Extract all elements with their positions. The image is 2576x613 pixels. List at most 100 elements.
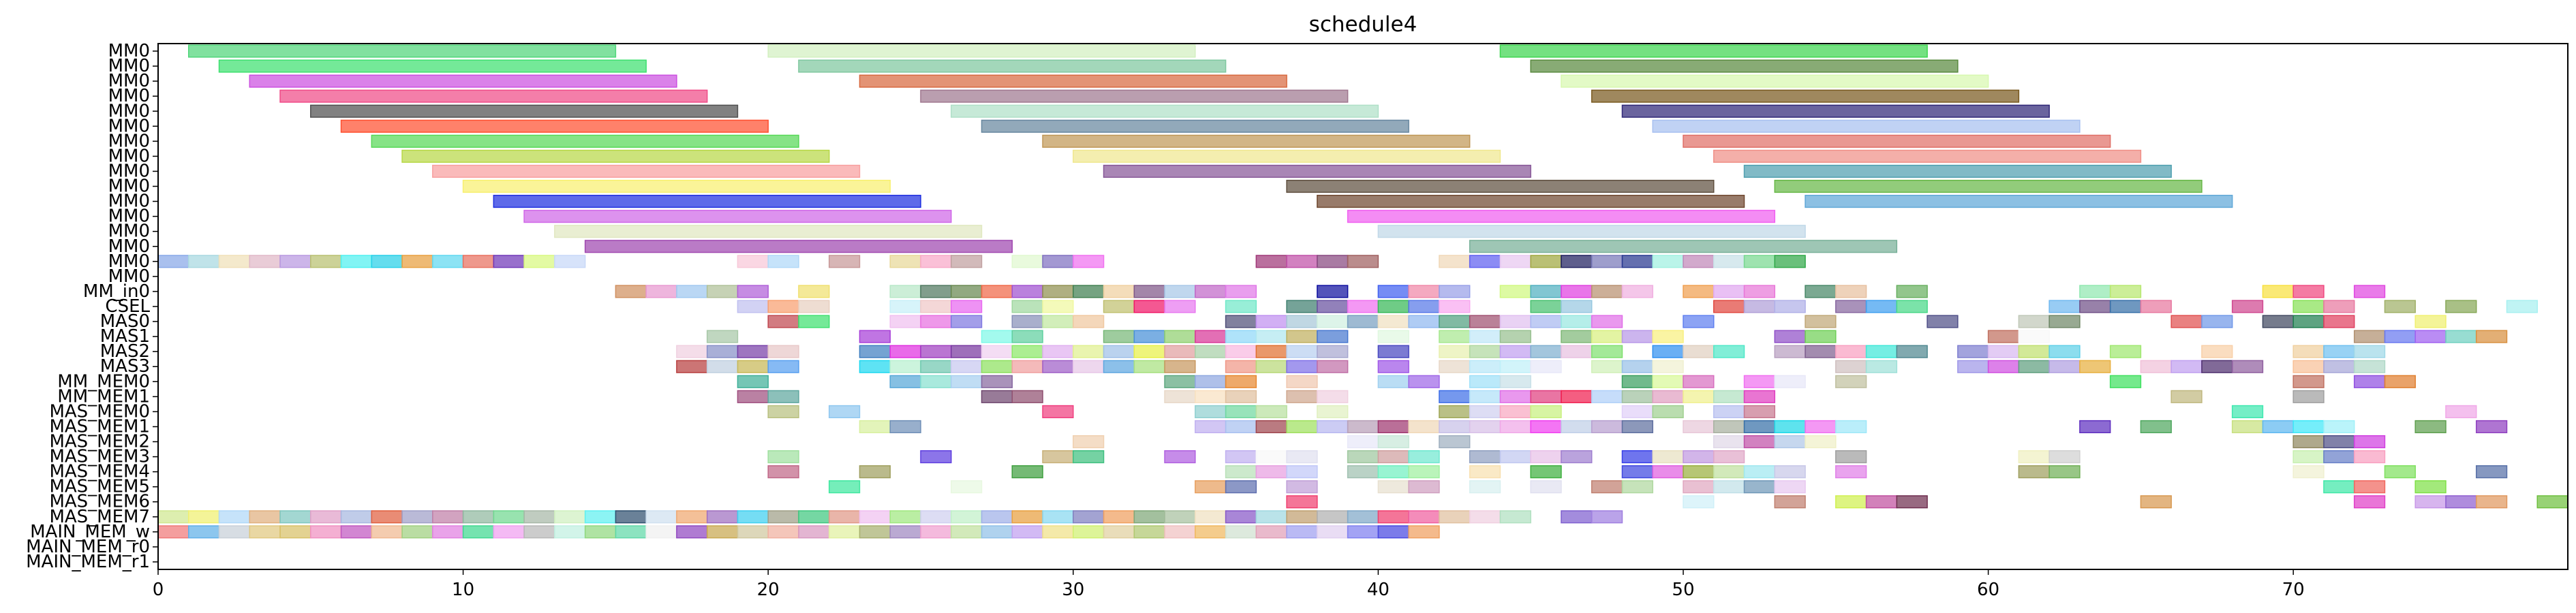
task-bar bbox=[737, 525, 769, 539]
task-bar bbox=[2140, 300, 2172, 313]
task-bar bbox=[1561, 510, 1593, 524]
task-bar bbox=[1225, 450, 1257, 464]
task-bar bbox=[2506, 300, 2538, 313]
task-bar bbox=[2201, 315, 2233, 328]
task-bar bbox=[2353, 495, 2386, 509]
task-bar bbox=[1317, 255, 1349, 268]
task-bar bbox=[584, 525, 617, 539]
task-bar bbox=[1347, 465, 1379, 479]
task-bar bbox=[1377, 435, 1409, 449]
task-bar bbox=[1377, 285, 1409, 298]
task-bar bbox=[1103, 525, 1135, 539]
task-bar bbox=[859, 510, 891, 524]
y-tick-label: MM0 bbox=[108, 71, 150, 91]
task-bar bbox=[2262, 315, 2294, 328]
task-bar bbox=[1743, 255, 1776, 268]
task-bar bbox=[1255, 420, 1287, 434]
task-bar bbox=[920, 345, 952, 358]
task-bar bbox=[981, 525, 1013, 539]
task-bar bbox=[1865, 360, 1898, 373]
task-bar bbox=[1073, 149, 1501, 163]
task-bar bbox=[1408, 465, 1440, 479]
task-bar bbox=[1469, 390, 1501, 403]
task-bar bbox=[2109, 300, 2142, 313]
task-bar bbox=[1347, 525, 1379, 539]
task-bar bbox=[676, 525, 708, 539]
y-tick-label: MAS_MEM2 bbox=[49, 432, 150, 452]
task-bar bbox=[2293, 300, 2325, 313]
task-bar bbox=[1835, 375, 1867, 388]
task-bar bbox=[1408, 375, 1440, 388]
task-bar bbox=[2353, 450, 2386, 464]
task-bar bbox=[737, 360, 769, 373]
task-bar bbox=[2171, 390, 2203, 403]
y-tick-label: MAS1 bbox=[100, 326, 150, 347]
task-bar bbox=[920, 315, 952, 328]
y-tick-label: MM_MEM0 bbox=[57, 371, 150, 392]
task-bar bbox=[1621, 255, 1653, 268]
task-bar bbox=[1835, 495, 1867, 509]
task-bar bbox=[1591, 345, 1623, 358]
task-bar bbox=[1865, 300, 1898, 313]
task-bar bbox=[1835, 360, 1867, 373]
task-bar bbox=[1439, 390, 1471, 403]
task-bar bbox=[2293, 285, 2325, 298]
task-bar bbox=[1621, 480, 1653, 494]
task-bar bbox=[1439, 285, 1471, 298]
task-bar bbox=[2231, 300, 2264, 313]
task-bar bbox=[2353, 285, 2386, 298]
task-bar bbox=[1683, 390, 1715, 403]
task-bar bbox=[1011, 255, 1043, 268]
task-bar bbox=[2201, 345, 2233, 358]
task-bar bbox=[1317, 360, 1349, 373]
task-bar bbox=[310, 104, 739, 118]
task-bar bbox=[2323, 300, 2355, 313]
task-bar bbox=[2414, 420, 2447, 434]
task-bar bbox=[554, 525, 586, 539]
task-bar bbox=[1255, 255, 1287, 268]
task-bar bbox=[1317, 330, 1349, 343]
task-bar bbox=[2323, 420, 2355, 434]
task-bar bbox=[1133, 525, 1165, 539]
task-bar bbox=[950, 345, 983, 358]
task-bar bbox=[859, 74, 1287, 88]
task-bar bbox=[2445, 300, 2477, 313]
task-bar bbox=[310, 255, 342, 268]
task-bar bbox=[462, 525, 495, 539]
task-bar bbox=[1011, 525, 1043, 539]
y-tick-label: MM0 bbox=[108, 101, 150, 121]
task-bar bbox=[1683, 450, 1715, 464]
task-bar bbox=[2079, 360, 2111, 373]
task-bar bbox=[1805, 315, 1837, 328]
task-bar bbox=[1439, 330, 1471, 343]
task-bar bbox=[1835, 285, 1867, 298]
task-bar bbox=[2049, 345, 2081, 358]
task-bar bbox=[1469, 375, 1501, 388]
task-bar bbox=[310, 525, 342, 539]
y-tick-label: MM0 bbox=[108, 56, 150, 76]
task-bar bbox=[1621, 390, 1653, 403]
task-bar bbox=[1073, 510, 1105, 524]
task-bar bbox=[1774, 480, 1806, 494]
task-bar bbox=[1103, 285, 1135, 298]
task-bar bbox=[645, 285, 677, 298]
task-bar bbox=[1317, 285, 1349, 298]
task-bar bbox=[1286, 345, 1318, 358]
task-bar bbox=[2353, 345, 2386, 358]
task-bar bbox=[2445, 405, 2477, 418]
task-bar bbox=[706, 285, 739, 298]
task-bar bbox=[1255, 465, 1287, 479]
task-bar bbox=[798, 525, 830, 539]
task-bar bbox=[828, 480, 861, 494]
task-bar bbox=[1530, 285, 1562, 298]
task-bar bbox=[2353, 360, 2386, 373]
task-bar bbox=[1652, 465, 1684, 479]
x-tick-label: 10 bbox=[452, 580, 474, 600]
task-bar bbox=[1225, 315, 1257, 328]
task-bar bbox=[767, 450, 799, 464]
task-bar bbox=[1957, 345, 1989, 358]
task-bar bbox=[1561, 255, 1593, 268]
task-bar bbox=[950, 315, 983, 328]
task-bar bbox=[1530, 390, 1562, 403]
